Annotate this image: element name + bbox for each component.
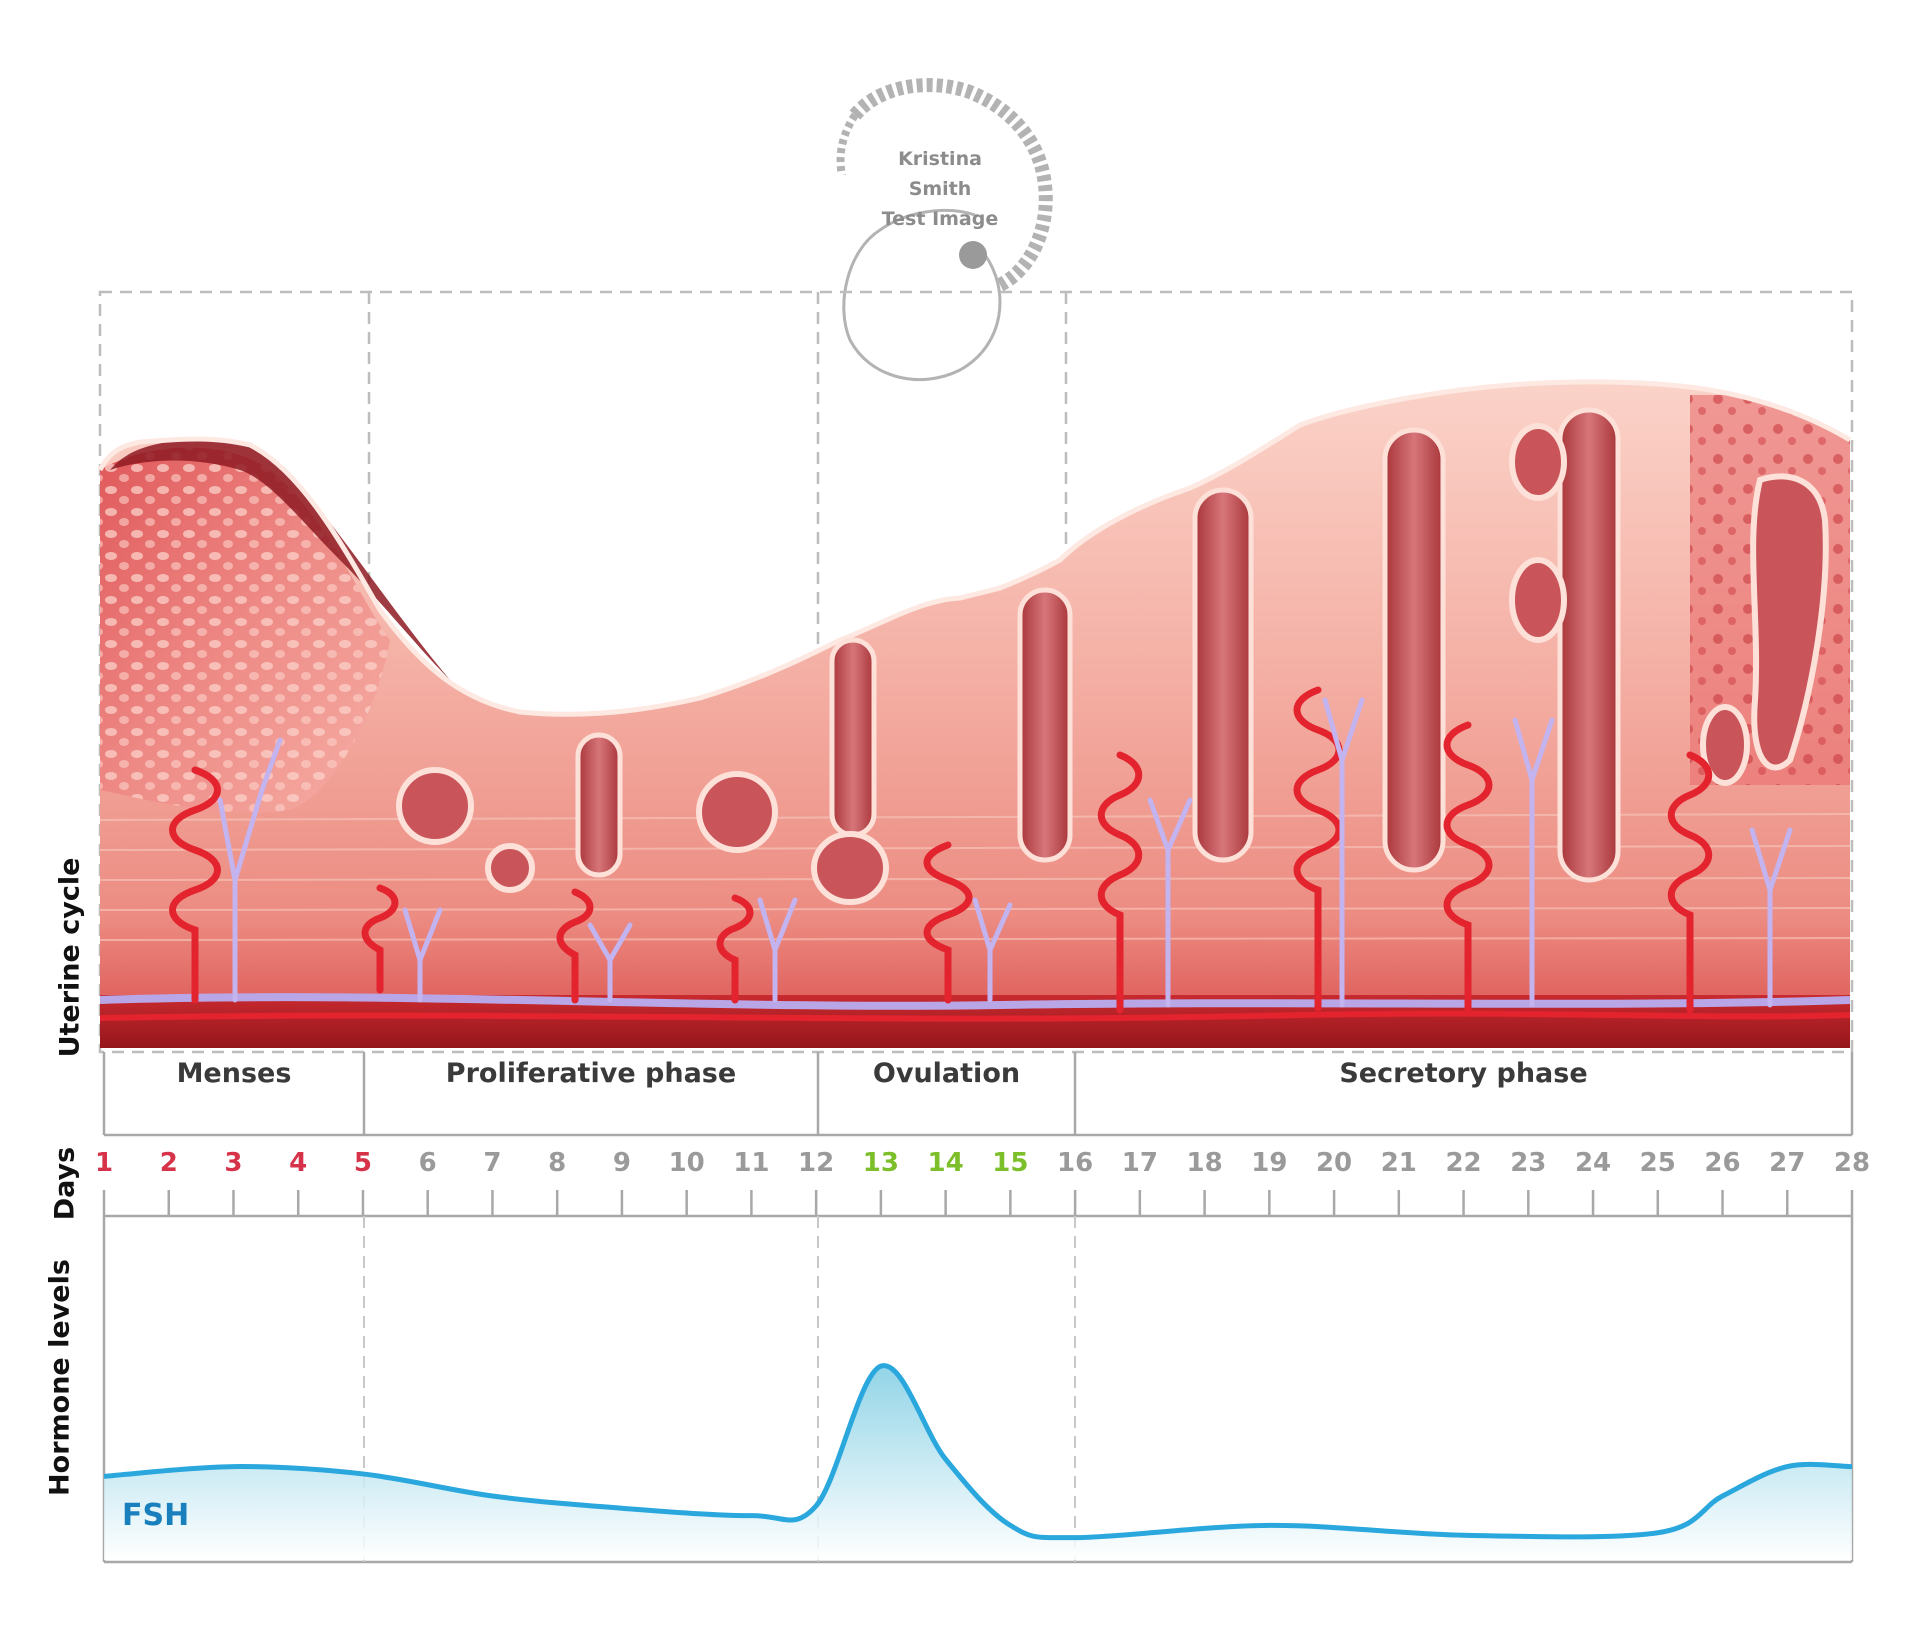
uterine-cycle-label: Uterine cycle <box>54 857 86 1058</box>
phase-secretory: Secretory phase <box>1339 1058 1588 1089</box>
day-label: 8 <box>548 1148 567 1178</box>
day-label: 3 <box>224 1148 243 1178</box>
day-label: 11 <box>733 1148 770 1178</box>
day-label: 10 <box>668 1148 705 1178</box>
fsh-area <box>104 1365 1852 1560</box>
day-label: 7 <box>483 1148 502 1178</box>
day-ruler <box>102 1190 1854 1218</box>
day-label: 25 <box>1639 1148 1676 1178</box>
phase-proliferative: Proliferative phase <box>445 1058 737 1089</box>
day-label: 18 <box>1186 1148 1223 1178</box>
day-label: 22 <box>1445 1148 1482 1178</box>
fsh-line <box>103 1363 1853 1541</box>
endometrium-illustration <box>97 379 1852 1048</box>
day-label: 17 <box>1121 1148 1158 1178</box>
phase-menses: Menses <box>176 1058 292 1089</box>
day-label: 20 <box>1315 1148 1353 1178</box>
day-label: 9 <box>612 1148 631 1178</box>
day-label: 2 <box>159 1148 178 1178</box>
days-label: Days <box>49 1146 81 1221</box>
day-label: 26 <box>1704 1148 1741 1178</box>
hormone-levels-label: Hormone levels <box>44 1259 76 1496</box>
day-label: 21 <box>1380 1148 1417 1178</box>
day-label: 6 <box>418 1148 437 1178</box>
watermark-logo <box>836 78 1053 382</box>
day-label: 5 <box>353 1148 372 1178</box>
day-label: 28 <box>1833 1148 1871 1178</box>
day-label: 16 <box>1057 1148 1094 1178</box>
day-label: 1 <box>94 1148 114 1178</box>
day-label: 12 <box>798 1148 835 1178</box>
day-label: 19 <box>1251 1148 1288 1178</box>
day-label: 14 <box>927 1148 964 1178</box>
day-label: 27 <box>1769 1148 1806 1178</box>
day-label: 23 <box>1510 1148 1547 1178</box>
phase-ovulation: Ovulation <box>872 1058 1021 1089</box>
watermark-line-2: Smith <box>908 178 972 200</box>
day-label: 24 <box>1574 1148 1612 1178</box>
phase-bar <box>102 1052 1854 1137</box>
day-label: 4 <box>289 1148 308 1178</box>
watermark-line-1: Kristina <box>898 148 982 170</box>
day-label: 15 <box>992 1148 1029 1178</box>
day-label: 13 <box>862 1148 899 1178</box>
fsh-label: FSH <box>122 1498 190 1533</box>
watermark-line-3: Test Image <box>881 208 999 230</box>
